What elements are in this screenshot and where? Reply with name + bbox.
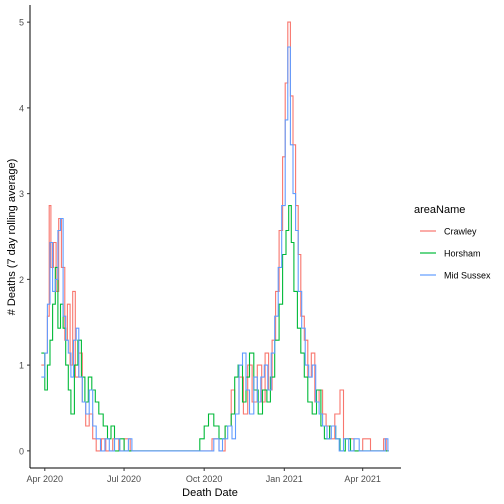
series-line-horsham xyxy=(41,205,389,452)
y-axis-label: # Deaths (7 day rolling average) xyxy=(6,159,18,316)
x-tick-label: Jul 2020 xyxy=(107,474,141,484)
series-layer xyxy=(41,21,389,452)
y-tick-label: 4 xyxy=(19,103,24,113)
x-tick-label: Apr 2021 xyxy=(344,474,381,484)
legend-label: Mid Sussex xyxy=(444,271,491,281)
y-axis-ticks: 0 1 2 3 4 5 xyxy=(19,18,30,456)
x-axis-ticks: Apr 2020 Jul 2020 Oct 2020 Jan 2021 Apr 2021 xyxy=(27,468,381,484)
y-tick-label: 5 xyxy=(19,18,24,28)
legend-label: Crawley xyxy=(444,227,477,237)
series-line-mid-sussex xyxy=(41,46,389,452)
x-axis-label: Death Date xyxy=(182,487,238,499)
legend-label: Horsham xyxy=(444,249,481,259)
legend-items: Crawley Horsham Mid Sussex xyxy=(420,227,491,281)
x-tick-label: Jan 2021 xyxy=(266,474,303,484)
series-line-crawley xyxy=(41,21,389,452)
y-tick-label: 2 xyxy=(19,275,24,285)
y-tick-label: 0 xyxy=(19,446,24,456)
y-tick-label: 3 xyxy=(19,189,24,199)
legend-title: areaName xyxy=(414,204,465,216)
x-tick-label: Apr 2020 xyxy=(27,474,64,484)
legend: areaName Crawley Horsham Mid Sussex xyxy=(414,204,491,281)
x-tick-label: Oct 2020 xyxy=(186,474,223,484)
y-tick-label: 1 xyxy=(19,361,24,371)
